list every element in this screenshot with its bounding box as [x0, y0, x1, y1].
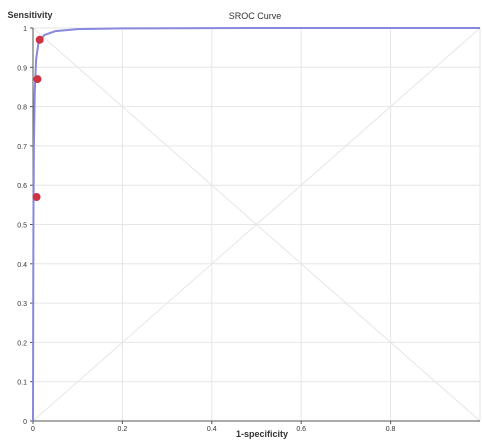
x-tick-label: 0 [31, 426, 35, 433]
y-tick-label: 0.8 [17, 105, 27, 112]
y-tick-label: 0.5 [17, 223, 27, 230]
y-tick-label: 0.4 [17, 262, 27, 269]
y-tick-label: 1 [23, 26, 27, 33]
y-tick-label: 0.1 [17, 380, 27, 387]
x-axis-ticks: 0 0.2 0.4 0.6 0.8 [31, 421, 396, 433]
x-tick-label: 0.6 [296, 426, 306, 433]
sroc-curve-line [32, 27, 480, 422]
x-tick-label: 0.4 [207, 426, 217, 433]
study-point [32, 192, 41, 201]
y-tick-label: 0.2 [17, 340, 27, 347]
study-point [35, 35, 44, 44]
point-layer [32, 35, 44, 201]
y-tick-label: 0.6 [17, 183, 27, 190]
study-point [33, 75, 42, 84]
y-tick-label: 0.9 [17, 65, 27, 72]
grid-lines [32, 27, 481, 422]
y-axis-ticks: 0 0.1 0.2 0.3 0.4 0.5 0.6 0.7 0.8 0.9 1 [17, 26, 33, 426]
x-axis-label: 1-specificity [236, 429, 288, 439]
chart-title: SROC Curve [229, 11, 282, 21]
reference-diagonal [32, 27, 481, 422]
x-tick-label: 0.2 [118, 426, 128, 433]
y-axis-label: Sensitivity [7, 10, 52, 20]
y-tick-label: 0.3 [17, 301, 27, 308]
curve-layer [32, 27, 480, 422]
x-tick-label: 0.8 [386, 426, 396, 433]
y-tick-label: 0 [23, 419, 27, 426]
y-tick-label: 0.7 [17, 144, 27, 151]
